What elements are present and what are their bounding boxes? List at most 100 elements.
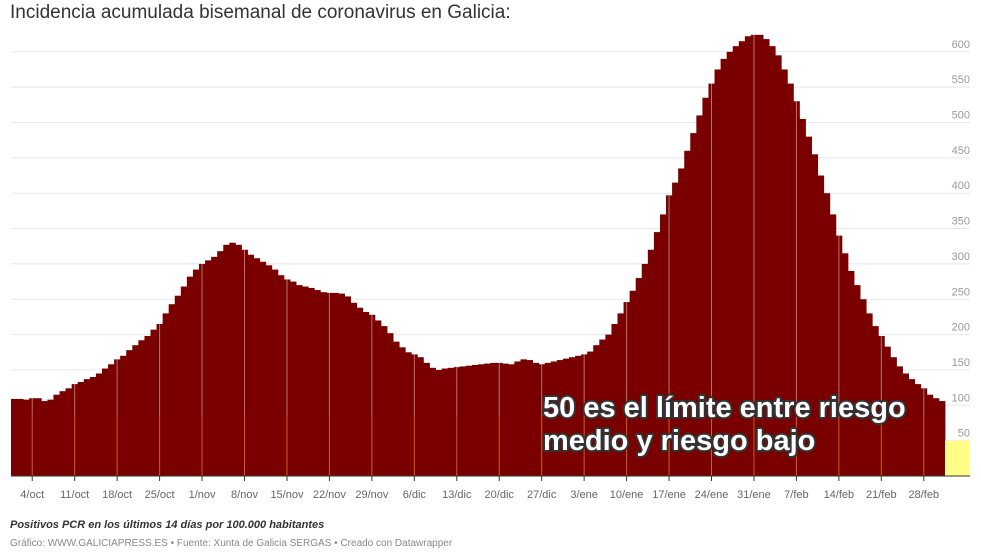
- bar: [532, 362, 540, 476]
- x-tick-label: 18/oct: [102, 489, 132, 501]
- bar: [162, 313, 170, 476]
- bar: [314, 290, 321, 476]
- y-tick-label: 150: [952, 357, 970, 369]
- bar: [690, 133, 697, 477]
- bar: [666, 195, 673, 477]
- bar: [635, 278, 643, 476]
- bar: [847, 270, 855, 476]
- bar: [186, 276, 194, 476]
- x-tick-label: 20/dic: [485, 489, 515, 501]
- bar: [659, 214, 667, 476]
- bar: [526, 360, 533, 476]
- bar: [217, 251, 224, 476]
- bars: [11, 34, 970, 477]
- bar: [11, 398, 18, 476]
- chart-title: Incidencia acumulada bisemanal de corona…: [10, 2, 511, 23]
- bar: [811, 154, 819, 476]
- x-tick-label: 25/oct: [145, 489, 175, 501]
- bar: [332, 292, 339, 476]
- bar: [896, 366, 903, 476]
- bar: [23, 399, 30, 476]
- bar: [860, 299, 867, 476]
- bar: [599, 339, 606, 476]
- bar: [756, 34, 764, 476]
- bar: [144, 336, 151, 476]
- y-tick-label: 100: [952, 392, 970, 404]
- bar: [326, 292, 333, 476]
- x-tick-label: 6/dic: [403, 489, 427, 501]
- x-tick-label: 15/nov: [270, 489, 304, 501]
- bar: [53, 394, 60, 476]
- bar: [720, 58, 728, 477]
- x-tick-label: 24/ene: [695, 489, 729, 501]
- bar: [502, 363, 509, 476]
- x-tick-label: 11/oct: [60, 489, 89, 501]
- x-tick-label: 10/ene: [610, 489, 644, 501]
- x-tick-label: 7/feb: [784, 489, 808, 501]
- bar: [890, 357, 897, 476]
- x-tick-label: 22/nov: [313, 489, 347, 501]
- bar: [459, 366, 467, 476]
- bar: [265, 265, 273, 476]
- bar: [878, 336, 885, 476]
- bar: [884, 346, 891, 476]
- bar: [653, 232, 661, 476]
- bar: [829, 214, 837, 476]
- bar: [277, 275, 285, 476]
- chart-credit: Gráfico: WWW.GALICIAPRESS.ES • Fuente: X…: [10, 538, 453, 549]
- bar: [581, 354, 588, 476]
- bar: [465, 365, 473, 476]
- bar: [908, 379, 916, 476]
- bar: [763, 39, 770, 476]
- bar: [192, 269, 200, 476]
- x-tick-label: 4/oct: [20, 489, 44, 501]
- bar: [150, 329, 157, 476]
- x-tick-label: 14/feb: [824, 489, 855, 501]
- y-tick-label: 400: [952, 180, 970, 192]
- bar: [199, 263, 206, 476]
- bar: [775, 55, 782, 477]
- y-tick-label: 200: [952, 322, 970, 334]
- y-tick-label: 450: [952, 145, 970, 157]
- bar: [520, 359, 527, 476]
- x-tick-label: 1/nov: [189, 489, 216, 501]
- bar: [471, 365, 479, 476]
- y-axis-labels: 50 100 150 200 250 300 350 400 450 500 550 600: [952, 39, 970, 440]
- bar: [338, 293, 345, 476]
- bar: [399, 347, 406, 476]
- bar: [629, 290, 637, 476]
- annotation-line-1: 50 es el límite entre riesgo: [543, 392, 906, 424]
- bar: [350, 302, 358, 476]
- bar: [902, 373, 910, 476]
- bar: [617, 313, 624, 476]
- bar: [138, 340, 145, 476]
- bar: [17, 398, 24, 476]
- bar: [478, 364, 485, 476]
- bar: [308, 287, 315, 476]
- bar: [835, 235, 843, 476]
- bar: [623, 302, 631, 476]
- bar: [283, 279, 291, 476]
- bar: [35, 398, 42, 476]
- bar: [223, 244, 230, 476]
- bar: [259, 261, 267, 476]
- bar: [229, 242, 236, 476]
- bar: [593, 345, 600, 476]
- bar: [556, 360, 564, 476]
- bar: [841, 253, 849, 476]
- chart-note: Positivos PCR en los últimos 14 días por…: [10, 519, 325, 531]
- bar: [95, 373, 103, 476]
- bar: [168, 304, 176, 476]
- x-axis: 4/oct 11/oct 18/oct 25/oct 1/nov 8/nov 15/nov 2…: [11, 475, 970, 501]
- bar: [514, 361, 521, 476]
- bar: [296, 285, 303, 476]
- bar: [126, 350, 133, 476]
- bar: [769, 46, 776, 476]
- bar: [817, 175, 825, 476]
- bar: [799, 118, 806, 476]
- bar: [211, 256, 218, 476]
- bar: [587, 351, 594, 476]
- bar: [429, 367, 436, 476]
- bar: [641, 263, 649, 476]
